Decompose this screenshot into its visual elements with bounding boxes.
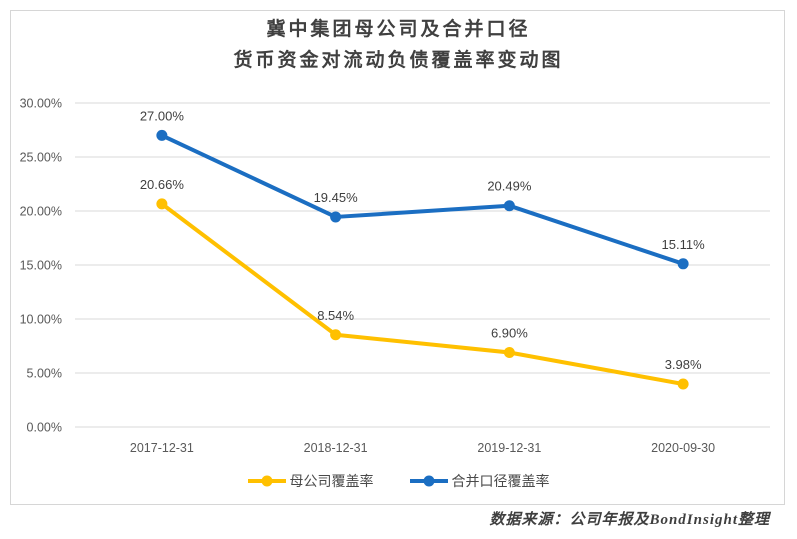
chart-legend: 母公司覆盖率 合并口径覆盖率 [10, 467, 785, 495]
data-label: 20.66% [140, 177, 185, 192]
series-line-consolidated [159, 133, 686, 266]
data-point [677, 258, 689, 270]
chart-title: 冀中集团母公司及合并口径 货币资金对流动负债覆盖率变动图 [0, 14, 797, 76]
legend-dot [261, 475, 272, 487]
data-point [330, 329, 342, 341]
data-label: 20.49% [487, 179, 532, 194]
y-axis-tick-label: 30.00% [20, 97, 62, 111]
legend-line-marker-icon [409, 475, 448, 487]
data-label: 19.45% [314, 190, 359, 205]
data-point [503, 200, 515, 212]
x-axis-tick-label: 2018-12-31 [304, 441, 368, 455]
data-source-note: 数据来源：公司年报及BondInsight整理 [489, 512, 770, 528]
data-label: 27.00% [140, 108, 185, 123]
legend-item: 母公司覆盖率 [246, 471, 374, 491]
legend-item: 合并口径覆盖率 [408, 471, 550, 491]
y-axis-tick-label: 20.00% [20, 205, 62, 219]
data-label: 6.90% [491, 325, 528, 340]
data-label: 3.98% [665, 357, 702, 372]
chart-title-line1: 冀中集团母公司及合并口径 [266, 19, 531, 40]
data-label: 15.11% [662, 237, 706, 252]
x-axis-tick-label: 2019-12-31 [477, 441, 541, 455]
data-label: 8.54% [317, 308, 354, 323]
chart-title-line2: 货币资金对流动负债覆盖率变动图 [233, 50, 564, 71]
series-line-parent [159, 201, 686, 387]
legend-label: 合并口径覆盖率 [451, 473, 550, 489]
y-axis-tick-label: 10.00% [20, 313, 62, 327]
legend-dot [423, 475, 434, 487]
x-axis-tick-label: 2017-12-31 [130, 441, 194, 455]
data-point [503, 346, 515, 358]
y-axis-tick-label: 0.00% [27, 421, 62, 435]
y-axis-tick-label: 5.00% [27, 367, 62, 381]
data-point [156, 129, 168, 141]
data-point [330, 211, 342, 223]
legend-label: 母公司覆盖率 [289, 473, 374, 489]
chart-plot-frame [10, 10, 785, 505]
y-axis-tick-label: 15.00% [20, 259, 62, 273]
legend-line-marker-icon [247, 475, 286, 487]
x-axis-tick-label: 2020-09-30 [651, 441, 715, 455]
data-point [677, 378, 689, 390]
data-point [156, 198, 168, 210]
y-axis-tick-label: 25.00% [20, 151, 62, 165]
